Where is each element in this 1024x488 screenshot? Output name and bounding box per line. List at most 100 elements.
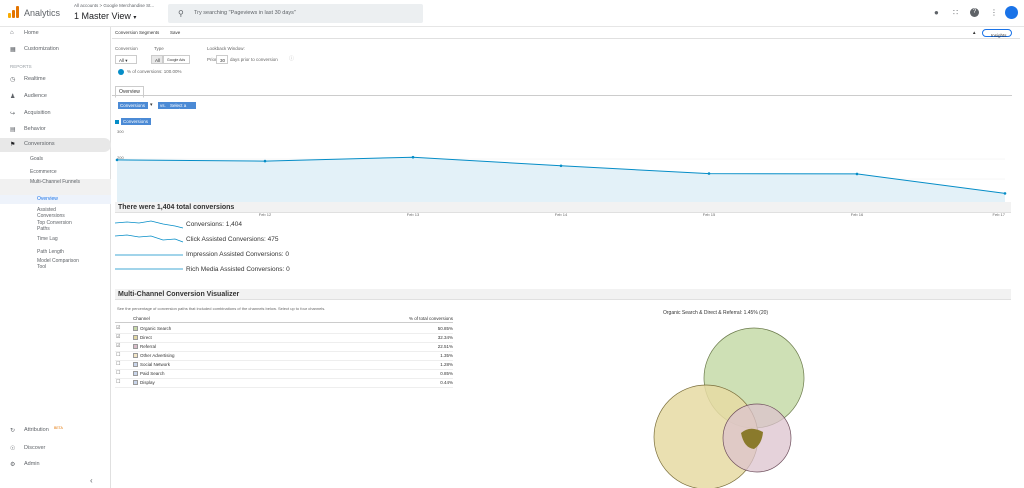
sidebar-item-admin[interactable]: ⚙ Admin xyxy=(0,461,111,471)
metric-rich-media: Rich Media Assisted Conversions: 0 xyxy=(186,266,290,273)
channel-color-swatch xyxy=(133,335,138,340)
legend-swatch xyxy=(115,120,119,124)
data-point[interactable] xyxy=(855,172,859,176)
customization-icon: ▦ xyxy=(10,47,16,53)
channel-name: Paid Search xyxy=(140,371,165,376)
channel-checkbox[interactable]: ☐ xyxy=(116,370,121,376)
analytics-logo[interactable] xyxy=(8,6,20,18)
channel-percent: 22.51% xyxy=(437,344,453,349)
sidebar-item-multi-channel[interactable]: Multi-Channel Funnels xyxy=(30,179,81,185)
breadcrumb[interactable]: All accounts > Google Merchandise St... xyxy=(74,3,155,8)
summary-title: There were 1,404 total conversions xyxy=(115,202,1011,213)
save-button[interactable]: Save xyxy=(170,30,181,35)
sidebar-item-behavior[interactable]: ▤ Behavior xyxy=(0,126,111,136)
insights-button[interactable]: Insights xyxy=(982,29,1012,38)
sidebar-item-conversions[interactable]: ⚑ Conversions xyxy=(0,138,111,152)
more-vert-icon[interactable]: ⋮ xyxy=(990,8,998,17)
data-point[interactable] xyxy=(263,159,267,163)
channel-checkbox[interactable]: ☐ xyxy=(116,379,121,385)
metric-dropdown[interactable]: Conversions xyxy=(118,102,148,109)
sidebar-item-label: Conversions xyxy=(24,141,55,147)
select-metric-dropdown[interactable]: Select a metric xyxy=(168,102,196,113)
sidebar-item-attribution[interactable]: ↻ Attribution BETA xyxy=(0,426,111,437)
channel-color-swatch xyxy=(133,371,138,376)
notifications-icon[interactable]: ● xyxy=(934,8,939,17)
channel-checkbox[interactable]: ☑ xyxy=(116,334,121,340)
sidebar-item-audience[interactable]: ♟ Audience xyxy=(0,93,111,103)
sidebar-item-customization[interactable]: ▦ Customization xyxy=(0,46,111,56)
type-all-button[interactable]: All xyxy=(151,55,163,64)
channel-checkbox[interactable]: ☑ xyxy=(116,343,121,349)
sidebar-item-realtime[interactable]: ◷ Realtime xyxy=(0,76,111,86)
help-icon[interactable]: ? xyxy=(970,8,979,17)
type-google-ads-button[interactable]: Google Ads xyxy=(163,55,190,64)
row-divider xyxy=(115,342,453,343)
chart-legend: Conversions xyxy=(121,118,151,125)
data-point[interactable] xyxy=(559,164,563,168)
avatar[interactable] xyxy=(1005,6,1018,19)
conversion-select[interactable]: All ▾ xyxy=(115,55,137,64)
channel-checkbox[interactable]: ☐ xyxy=(116,352,121,358)
acquisition-icon: ↪ xyxy=(10,111,16,117)
venn-diagram xyxy=(653,327,805,488)
sidebar-item-home[interactable]: ⌂ Home xyxy=(0,30,111,40)
tab-divider xyxy=(112,95,1012,96)
data-point[interactable] xyxy=(411,155,415,159)
row-divider xyxy=(115,378,453,379)
search-bar[interactable]: ⚲ Try searching "Pageviews in last 30 da… xyxy=(168,4,423,23)
sidebar-item-assisted-conversions[interactable]: Assisted Conversions xyxy=(37,207,65,219)
metric-dropdown-label: Conversions xyxy=(120,103,146,108)
lightbulb-icon: ☉ xyxy=(10,446,16,452)
conversions-line-chart: 300 200 Feb 12 Feb 13 Feb 14 Feb 15 Feb 16 Feb … xyxy=(115,129,1007,217)
info-icon[interactable]: ⓘ xyxy=(289,56,295,62)
channel-percent: 0.85% xyxy=(440,371,453,376)
sidebar-item-top-conversion-paths[interactable]: Top Conversion Paths xyxy=(37,220,72,232)
sidebar-item-overview[interactable]: Overview xyxy=(37,196,58,202)
data-point[interactable] xyxy=(115,158,119,162)
channel-checkbox[interactable]: ☑ xyxy=(116,325,121,331)
insights-label: Insights xyxy=(991,33,1007,38)
channel-name: Social Network xyxy=(140,362,171,367)
sidebar-item-ecommerce[interactable]: Ecommerce xyxy=(30,169,57,175)
venn-overlap-all[interactable] xyxy=(741,428,763,449)
x-tick-label: Feb 17 xyxy=(993,212,1006,217)
sidebar-item-acquisition[interactable]: ↪ Acquisition xyxy=(0,110,111,120)
reports-section-label: REPORTS xyxy=(10,64,32,69)
metric-click-assisted: Click Assisted Conversions: 475 xyxy=(186,236,279,243)
col-pct-total: % of total conversions xyxy=(408,316,453,321)
x-tick-label: Feb 15 xyxy=(703,212,716,217)
sidebar-item-model-comparison[interactable]: Model Comparison Tool xyxy=(37,258,79,270)
sidebar-item-path-length[interactable]: Path Length xyxy=(37,249,64,255)
collapse-sidebar-icon[interactable]: ‹ xyxy=(90,476,93,485)
conversions-sparkline xyxy=(115,220,184,229)
view-selector[interactable]: 1 Master View ▾ xyxy=(74,11,136,21)
row-divider xyxy=(115,351,453,352)
type-label: Type xyxy=(154,46,164,51)
channel-checkbox[interactable]: ☐ xyxy=(116,361,121,367)
percent-of-conversions: % of conversions: 100.00% xyxy=(127,69,182,74)
attribution-icon: ↻ xyxy=(10,428,16,434)
lookback-input[interactable]: 30 xyxy=(216,55,228,64)
apps-grid-icon[interactable]: ∷ xyxy=(953,8,959,17)
sidebar-item-label: Admin xyxy=(24,461,40,467)
x-tick-label: Feb 12 xyxy=(259,212,272,217)
metric-impression-assisted: Impression Assisted Conversions: 0 xyxy=(186,251,289,258)
search-placeholder: Try searching "Pageviews in last 30 days… xyxy=(194,10,296,16)
sparklines xyxy=(115,220,184,270)
conversion-label: Conversion xyxy=(115,46,138,51)
channel-color-swatch xyxy=(133,362,138,367)
tab-overview[interactable]: Overview xyxy=(115,86,144,98)
data-point[interactable] xyxy=(1003,192,1007,195)
metric-conversions: Conversions: 1,404 xyxy=(186,221,243,228)
beta-badge: BETA xyxy=(54,426,63,430)
view-name: 1 Master View xyxy=(74,11,131,21)
channel-color-swatch xyxy=(133,353,138,358)
conversion-segments-button[interactable]: Conversion Segments xyxy=(115,30,160,35)
app-name[interactable]: Analytics xyxy=(24,8,61,18)
channel-color-swatch xyxy=(133,326,138,331)
graduation-cap-icon[interactable]: ▲ xyxy=(972,30,977,35)
sidebar-item-time-lag[interactable]: Time Lag xyxy=(37,236,58,242)
data-point[interactable] xyxy=(707,172,711,175)
sidebar-item-discover[interactable]: ☉ Discover xyxy=(0,445,111,455)
sidebar-item-goals[interactable]: Goals xyxy=(30,156,44,162)
